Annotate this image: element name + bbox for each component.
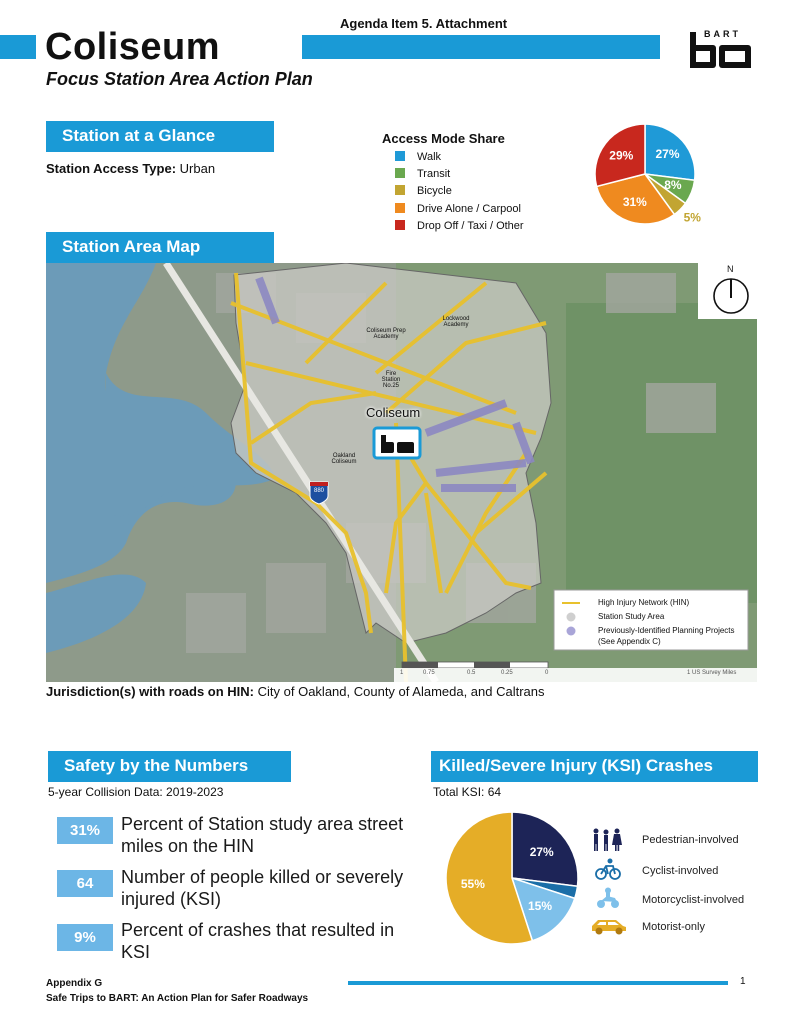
pedestrian-icon (590, 828, 626, 857)
map-legend-study-area: Station Study Area (598, 612, 665, 621)
legend-swatch (395, 220, 405, 230)
car-icon (590, 917, 628, 940)
cyclist-icon (595, 858, 621, 885)
station-marker (372, 426, 422, 460)
jurisdictions-label: Jurisdiction(s) with roads on HIN: (46, 684, 255, 699)
pie-data-label: 55% (461, 877, 485, 891)
page-title: Coliseum (45, 26, 221, 68)
scale-label: 0.25 (501, 670, 513, 676)
pie-data-label: 15% (528, 899, 552, 913)
scale-label: 1 (400, 670, 404, 676)
legend-walk: Walk (395, 150, 441, 164)
ksi-legend-motorist: Motorist-only (642, 921, 705, 933)
pie-slice-pedestrian-involved (511, 811, 579, 888)
access-type-label: Station Access Type: (46, 161, 177, 176)
page-subtitle: Focus Station Area Action Plan (46, 69, 313, 89)
interstate-shield (309, 481, 329, 505)
header-right-bar (302, 35, 660, 59)
legend-label: Transit (417, 168, 451, 180)
pie-data-label: 8% (664, 178, 682, 192)
legend-bicycle: Bicycle (395, 184, 452, 198)
collision-data-subtitle: 5-year Collision Data: 2019-2023 (48, 785, 224, 799)
ksi-legend-pedestrian: Pedestrian-involved (642, 834, 739, 846)
scale-label: 0 (545, 670, 549, 676)
stat-value: 31% (57, 817, 113, 844)
map-place-label: Coliseum Prep Academy (366, 328, 406, 340)
footer-appendix: Appendix G (46, 978, 103, 989)
highway-shield-label: 880 (313, 488, 324, 494)
pie-slice-drop-off-taxi-other (594, 123, 646, 188)
map-legend-projects: Previously-Identified Planning Projects (598, 626, 735, 635)
jurisdictions: Jurisdiction(s) with roads on HIN: City … (46, 684, 545, 699)
map-legend-hin: High Injury Network (HIN) (598, 598, 690, 607)
legend-dropoff: Drop Off / Taxi / Other (395, 219, 524, 233)
map-north-label: N (727, 264, 734, 274)
footer-doc-title: Safe Trips to BART: An Action Plan for S… (46, 993, 309, 1004)
pie-slice-drive-alone-carpool (595, 173, 676, 225)
legend-swatch (395, 168, 405, 178)
scale-label: 0.75 (423, 670, 435, 676)
pie-data-label: 31% (623, 195, 647, 209)
pie-data-label: 27% (530, 845, 554, 859)
station-area-map: N Coliseum Lockwood Academy Coliseum Pre… (46, 263, 757, 682)
legend-swatch (395, 151, 405, 161)
pie-slice-walk (644, 123, 696, 182)
map-station-label: Coliseum (366, 405, 421, 420)
stat-value: 9% (57, 924, 113, 951)
legend-swatch (395, 185, 405, 195)
page-number: 1 (740, 976, 746, 987)
section-safety-by-the-numbers: Safety by the Numbers (48, 751, 291, 782)
stat-text: Percent of Station study area street mil… (121, 814, 404, 856)
ksi-legend-cyclist: Cyclist-involved (642, 865, 719, 877)
ksi-total: Total KSI: 64 (433, 785, 502, 799)
access-type-value: Urban (179, 161, 216, 176)
pie-slice-motorist-only (445, 811, 534, 945)
pie-data-label: 29% (609, 149, 633, 163)
agenda-item: Agenda Item 5. Attachment (340, 16, 508, 31)
map-place-label: Oakland Coliseum (331, 453, 357, 465)
legend-label: Drop Off / Taxi / Other (417, 220, 524, 232)
ksi-legend-motorcyclist: Motorcyclist-involved (642, 894, 745, 906)
bart-logo: BART (690, 29, 756, 71)
stat-text: Percent of crashes that resulted in KSI (121, 920, 395, 962)
map-place-label: Fire Station No.25 (381, 371, 401, 389)
legend-drive: Drive Alone / Carpool (395, 202, 521, 216)
map-legend-appendix: (See Appendix C) (598, 637, 661, 646)
map-place-label: Lockwood Academy (442, 316, 470, 328)
station-access-type: Station Access Type: Urban (46, 161, 215, 176)
stat-value: 64 (57, 870, 113, 897)
legend-label: Drive Alone / Carpool (417, 203, 521, 215)
legend-label: Walk (417, 151, 442, 163)
legend-swatch (395, 203, 405, 213)
legend-label: Bicycle (417, 185, 452, 197)
pie-data-label: 5% (684, 210, 702, 224)
bart-logo-text: BART (704, 29, 741, 39)
scale-label: 1 US Survey Miles (687, 670, 737, 676)
ksi-pie-chart: 27%3%15%55% (445, 811, 579, 945)
jurisdictions-value: City of Oakland, County of Alameda, and … (257, 684, 545, 699)
pie-data-label: 27% (655, 147, 679, 161)
section-station-area-map: Station Area Map (46, 232, 274, 263)
header-left-bar (0, 35, 36, 59)
stat-text: Number of people killed or severely inju… (121, 867, 404, 909)
footer-bar (348, 981, 728, 985)
legend-transit: Transit (395, 167, 450, 181)
section-station-at-a-glance: Station at a Glance (46, 121, 274, 152)
motorcyclist-icon (595, 887, 621, 914)
scale-label: 0.5 (467, 670, 476, 676)
section-ksi-crashes: Killed/Severe Injury (KSI) Crashes (431, 751, 758, 782)
access-mode-title: Access Mode Share (382, 131, 505, 146)
access-mode-pie-chart: 27% 8% 5% 31% 29% (594, 123, 702, 225)
